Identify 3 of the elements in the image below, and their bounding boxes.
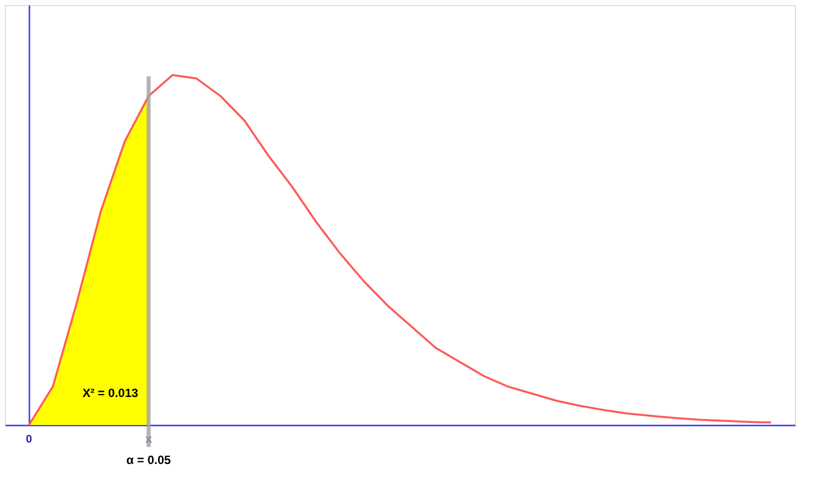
ref-line-label: α = 0.05 — [126, 453, 172, 467]
x-tick-label: 0 — [26, 434, 32, 446]
annotation: X² = 0.013 — [82, 386, 139, 400]
